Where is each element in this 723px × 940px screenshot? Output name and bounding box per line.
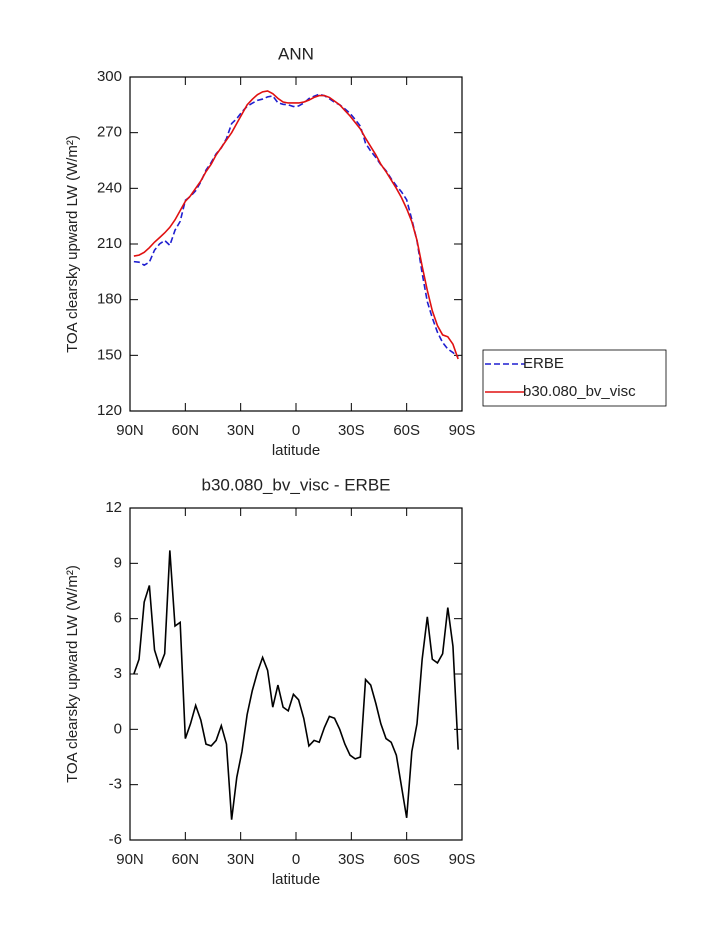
x-tick-label: 30N (227, 851, 255, 868)
x-tick-label: 90N (116, 422, 144, 439)
data-line (133, 90, 459, 360)
y-tick-label: 9 (114, 554, 122, 571)
data-line (133, 550, 459, 820)
x-tick-label: 90N (116, 851, 144, 868)
data-line (133, 93, 459, 358)
y-tick-label: 120 (97, 402, 122, 419)
y-tick-label: -6 (109, 831, 122, 848)
x-tick-label: 30S (338, 851, 365, 868)
y-tick-label: 12 (105, 499, 122, 516)
x-tick-label: 0 (292, 422, 300, 439)
x-tick-label: 30N (227, 422, 255, 439)
y-tick-label: 240 (97, 179, 122, 196)
x-tick-label: 60S (393, 851, 420, 868)
y-tick-label: 3 (114, 665, 122, 682)
x-tick-label: 60S (393, 422, 420, 439)
chart-title: b30.080_bv_visc - ERBE (202, 475, 391, 494)
x-tick-label: 0 (292, 851, 300, 868)
x-tick-label: 60N (172, 422, 200, 439)
y-tick-label: 300 (97, 68, 122, 85)
y-tick-label: -3 (109, 776, 122, 793)
chart-title: ANN (278, 44, 314, 63)
y-tick-label: 210 (97, 235, 122, 252)
x-tick-label: 30S (338, 422, 365, 439)
y-tick-label: 150 (97, 346, 122, 363)
x-tick-label: 90S (449, 422, 476, 439)
y-tick-label: 180 (97, 291, 122, 308)
y-axis-label: TOA clearsky upward LW (W/m²) (64, 135, 81, 353)
x-tick-label: 90S (449, 851, 476, 868)
y-tick-label: 6 (114, 610, 122, 627)
y-tick-label: 0 (114, 720, 122, 737)
x-axis-label: latitude (272, 442, 320, 459)
plot-frame (129, 507, 463, 841)
legend-label: ERBE (523, 355, 564, 372)
plot-frame (129, 76, 463, 412)
y-axis-label: TOA clearsky upward LW (W/m²) (64, 565, 81, 783)
x-axis-label: latitude (272, 871, 320, 888)
x-tick-label: 60N (172, 851, 200, 868)
legend-label: b30.080_bv_visc (523, 383, 636, 400)
legend-box (482, 349, 667, 407)
y-tick-label: 270 (97, 124, 122, 141)
